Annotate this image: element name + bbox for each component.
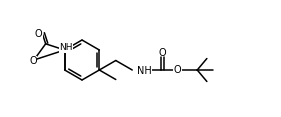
Text: O: O [35,29,42,39]
Text: O: O [158,48,166,58]
Text: O: O [29,56,37,66]
Text: NH: NH [137,66,152,76]
Text: O: O [173,65,181,75]
Text: NH: NH [59,44,73,53]
